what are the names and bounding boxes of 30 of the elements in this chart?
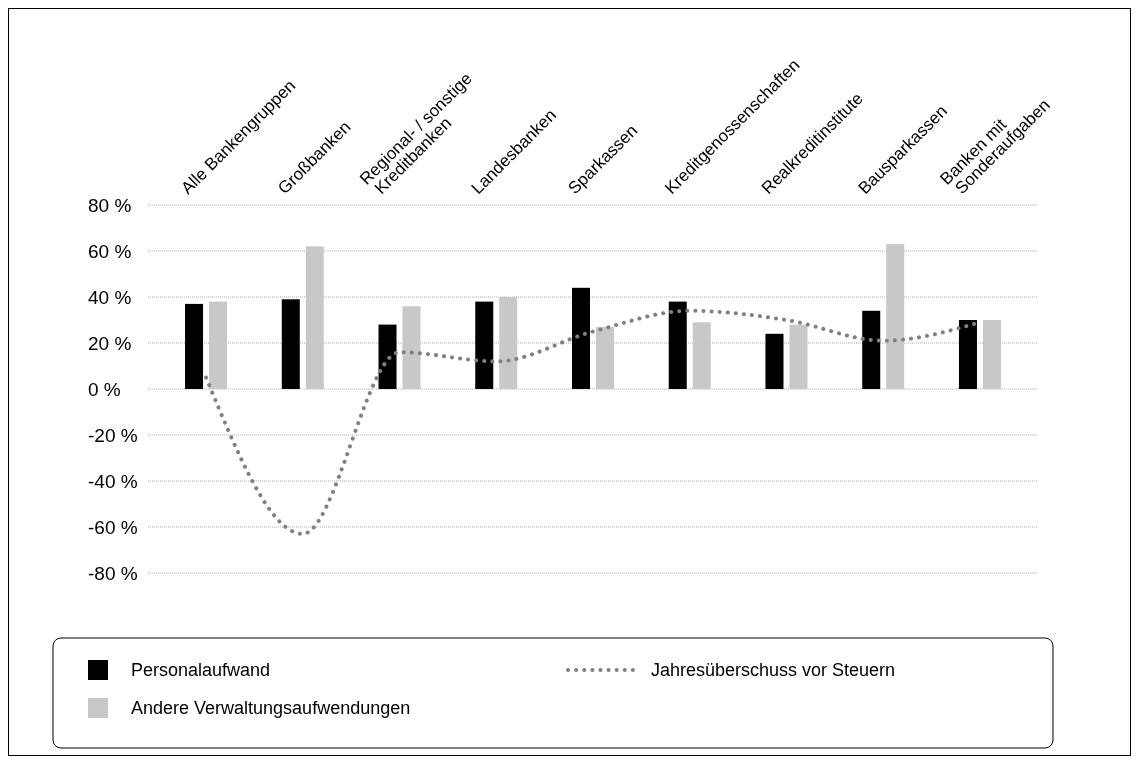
y-tick-label: -80 % — [88, 562, 138, 584]
bar — [572, 287, 590, 389]
bar — [862, 310, 881, 389]
bar — [378, 324, 397, 389]
legend-label: Andere Verwaltungsaufwendungen — [131, 698, 411, 719]
bar — [305, 246, 324, 389]
bar — [668, 301, 687, 389]
y-tick-label: 60 % — [88, 240, 132, 262]
bar — [499, 297, 518, 389]
bar — [281, 299, 300, 389]
bar — [789, 324, 808, 389]
bar — [982, 320, 1001, 389]
y-tick-label: 40 % — [88, 286, 132, 308]
legend-label: Jahresüberschuss vor Steuern — [651, 660, 896, 681]
y-tick-label: -60 % — [88, 516, 138, 538]
bar — [692, 322, 711, 389]
y-tick-label: -20 % — [88, 424, 138, 446]
y-tick-label: 80 % — [88, 194, 132, 216]
bar — [402, 306, 421, 389]
bar — [596, 326, 614, 389]
y-tick-label: -40 % — [88, 470, 138, 492]
y-tick-label: 0 % — [88, 378, 121, 400]
bar — [209, 301, 228, 389]
legend-label: Personalaufwand — [131, 660, 271, 681]
bar — [475, 301, 494, 389]
bar — [765, 333, 784, 389]
y-tick-label: 20 % — [88, 332, 132, 354]
bar — [886, 244, 905, 389]
bar — [958, 320, 977, 389]
bar — [185, 303, 204, 389]
